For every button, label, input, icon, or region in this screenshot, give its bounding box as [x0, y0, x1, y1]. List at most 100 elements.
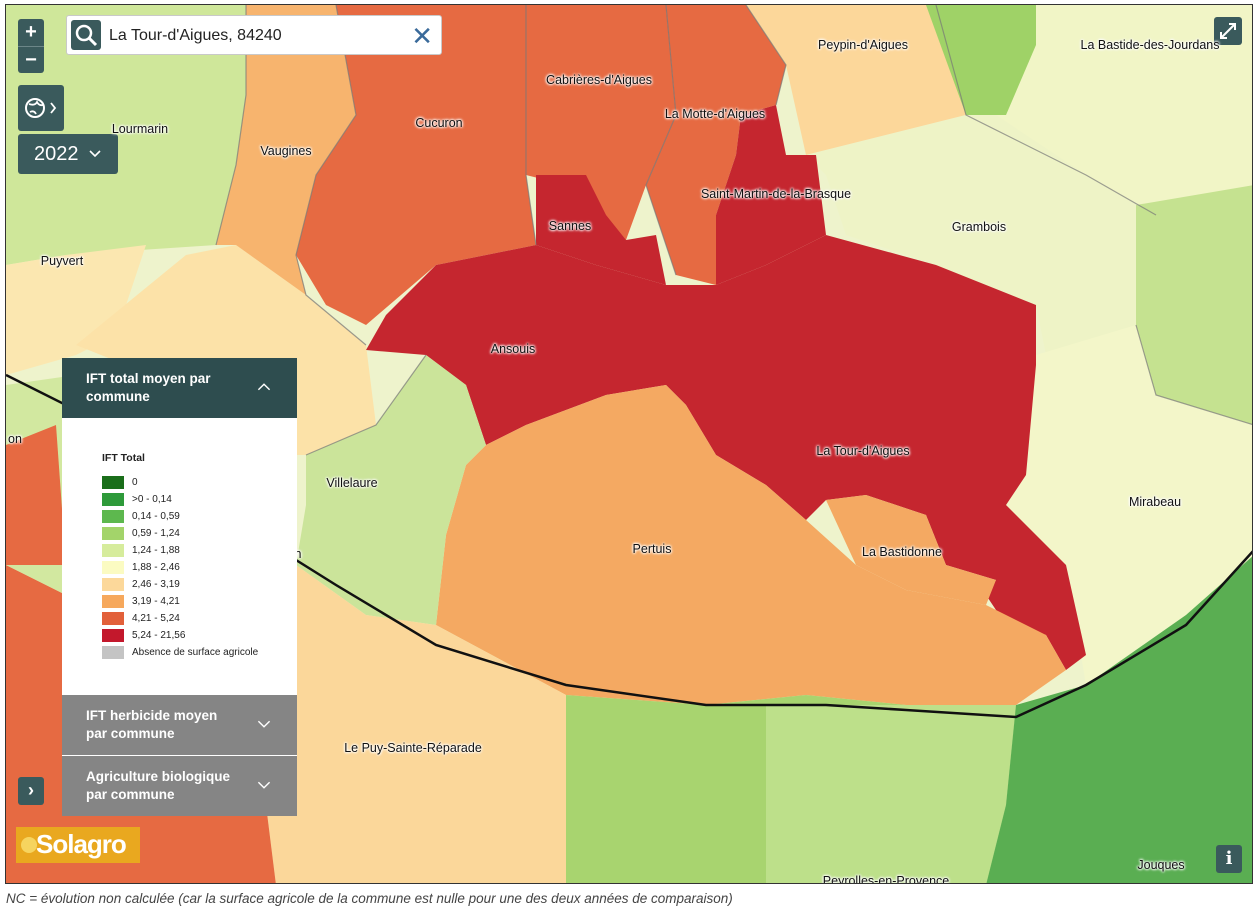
expand-icon — [1220, 23, 1236, 39]
search-icon[interactable] — [71, 20, 101, 50]
place-label: Mirabeau — [1128, 495, 1182, 509]
commune-peypin — [746, 5, 966, 155]
basemap-toggle-button[interactable] — [18, 85, 64, 131]
legend-swatch — [102, 612, 124, 625]
commune-cucuron — [296, 5, 536, 325]
legend-item: Absence de surface agricole — [102, 644, 297, 661]
commune-puyvert — [6, 245, 146, 375]
legend-swatch — [102, 510, 124, 523]
legend-label: 3,19 - 4,21 — [132, 596, 180, 607]
zoom-in-button[interactable]: + — [18, 19, 44, 47]
legend-item: 1,24 - 1,88 — [102, 542, 297, 559]
sidebar-toggle-button[interactable]: › — [18, 777, 44, 805]
legend-item: >0 - 0,14 — [102, 491, 297, 508]
legend: IFT Total 0 >0 - 0,14 0,14 - 0,59 0,59 - 1,… — [62, 418, 297, 694]
legend-label: 5,24 - 21,56 — [132, 630, 186, 641]
place-label: Ansouis — [490, 342, 536, 356]
commune-lourmarin — [6, 5, 246, 265]
accordion-ift-herbicide[interactable]: IFT herbicide moyen par commune — [62, 694, 297, 755]
place-label: Villelaure — [326, 476, 378, 490]
accordion-title: IFT total moyen par commune — [86, 371, 211, 404]
legend-panel: IFT total moyen par commune IFT Total 0 >… — [62, 358, 297, 816]
legend-item: 0,14 - 0,59 — [102, 508, 297, 525]
info-button[interactable]: i — [1216, 845, 1242, 873]
commune-motte — [646, 5, 786, 285]
footnote: NC = évolution non calculée (car la surf… — [6, 891, 733, 906]
place-label: Peyrolles-en-Provence — [822, 874, 950, 884]
place-label: La Tour-d'Aigues — [816, 444, 910, 458]
chevron-down-icon — [257, 781, 271, 789]
accordion-ift-total[interactable]: IFT total moyen par commune — [62, 358, 297, 418]
commune-pertuis — [436, 385, 1066, 705]
commune-bastidonne — [826, 495, 996, 605]
info-icon: i — [1225, 848, 1233, 869]
place-label: n — [294, 547, 302, 561]
commune-puy-sainte-reparade — [256, 565, 566, 883]
close-icon[interactable]: ✕ — [411, 21, 433, 51]
place-label: Pertuis — [632, 542, 672, 556]
accordion-title: Agriculture biologique par commune — [86, 769, 230, 802]
zoom-out-button[interactable]: − — [25, 49, 37, 71]
commune-peyrolles — [766, 705, 1016, 883]
legend-label: >0 - 0,14 — [132, 494, 172, 505]
commune-tour-aigues — [666, 235, 1086, 670]
place-label: Vaugines — [260, 144, 312, 158]
legend-label: 0 — [132, 477, 138, 488]
sun-icon — [21, 837, 37, 853]
legend-swatch — [102, 561, 124, 574]
choropleth-map[interactable]: + − ✕ 2022 › i Cabrières-d'Aigues Peypin… — [5, 4, 1253, 884]
legend-swatch — [102, 476, 124, 489]
commune-jouques — [986, 556, 1252, 883]
legend-label: 4,21 - 5,24 — [132, 613, 180, 624]
fullscreen-button[interactable] — [1214, 17, 1242, 45]
map-canvas[interactable] — [6, 5, 1253, 884]
place-label: Cucuron — [415, 116, 463, 130]
commune-ansouis — [366, 245, 666, 445]
chevron-down-icon — [89, 150, 101, 158]
year-value: 2022 — [34, 143, 79, 165]
commune-sannes — [536, 175, 666, 285]
year-select[interactable]: 2022 — [18, 134, 118, 174]
globe-icon — [25, 98, 57, 118]
legend-item: 1,88 - 2,46 — [102, 559, 297, 576]
legend-label: Absence de surface agricole — [132, 647, 259, 658]
legend-swatch — [102, 544, 124, 557]
legend-swatch — [102, 527, 124, 540]
commune-east-green — [1136, 185, 1252, 425]
zoom-control: + − — [18, 19, 44, 73]
place-label: La Bastidonne — [862, 545, 942, 559]
legend-item: 0 — [102, 474, 297, 491]
place-label: Sannes — [548, 219, 592, 233]
commune-vaugines — [216, 5, 356, 295]
commune-mirabeau — [1006, 325, 1252, 685]
accordion-title: IFT herbicide moyen par commune — [86, 708, 218, 741]
commune-villelaure — [296, 355, 486, 625]
legend-label: 0,59 - 1,24 — [132, 528, 180, 539]
legend-item: 3,19 - 4,21 — [102, 593, 297, 610]
legend-item: 5,24 - 21,56 — [102, 627, 297, 644]
commune-green-top — [926, 5, 1036, 115]
place-label: Saint-Martin-de-la-Brasque — [700, 187, 852, 201]
chevron-up-icon — [257, 383, 271, 391]
legend-label: 0,14 - 0,59 — [132, 511, 180, 522]
legend-swatch — [102, 646, 124, 659]
search-input[interactable] — [107, 22, 411, 50]
legend-item: 0,59 - 1,24 — [102, 525, 297, 542]
solagro-logo[interactable]: Solagro — [16, 827, 140, 863]
legend-swatch — [102, 578, 124, 591]
legend-label: 2,46 - 3,19 — [132, 579, 180, 590]
place-label: Puyvert — [40, 254, 84, 268]
legend-title: IFT Total — [102, 452, 145, 464]
place-label: La Bastide-des-Jourdans — [1080, 38, 1220, 52]
legend-swatch — [102, 493, 124, 506]
legend-label: 1,88 - 2,46 — [132, 562, 180, 573]
logo-text: Solagro — [36, 829, 127, 859]
legend-label: 1,24 - 1,88 — [132, 545, 180, 556]
place-label: Lourmarin — [111, 122, 169, 136]
place-label: La Motte-d'Aigues — [664, 107, 766, 121]
chevron-right-icon: › — [28, 780, 34, 800]
legend-item: 2,46 - 3,19 — [102, 576, 297, 593]
place-label: Grambois — [951, 220, 1007, 234]
accordion-agriculture-bio[interactable]: Agriculture biologique par commune — [62, 755, 297, 816]
place-label: on — [8, 432, 22, 446]
